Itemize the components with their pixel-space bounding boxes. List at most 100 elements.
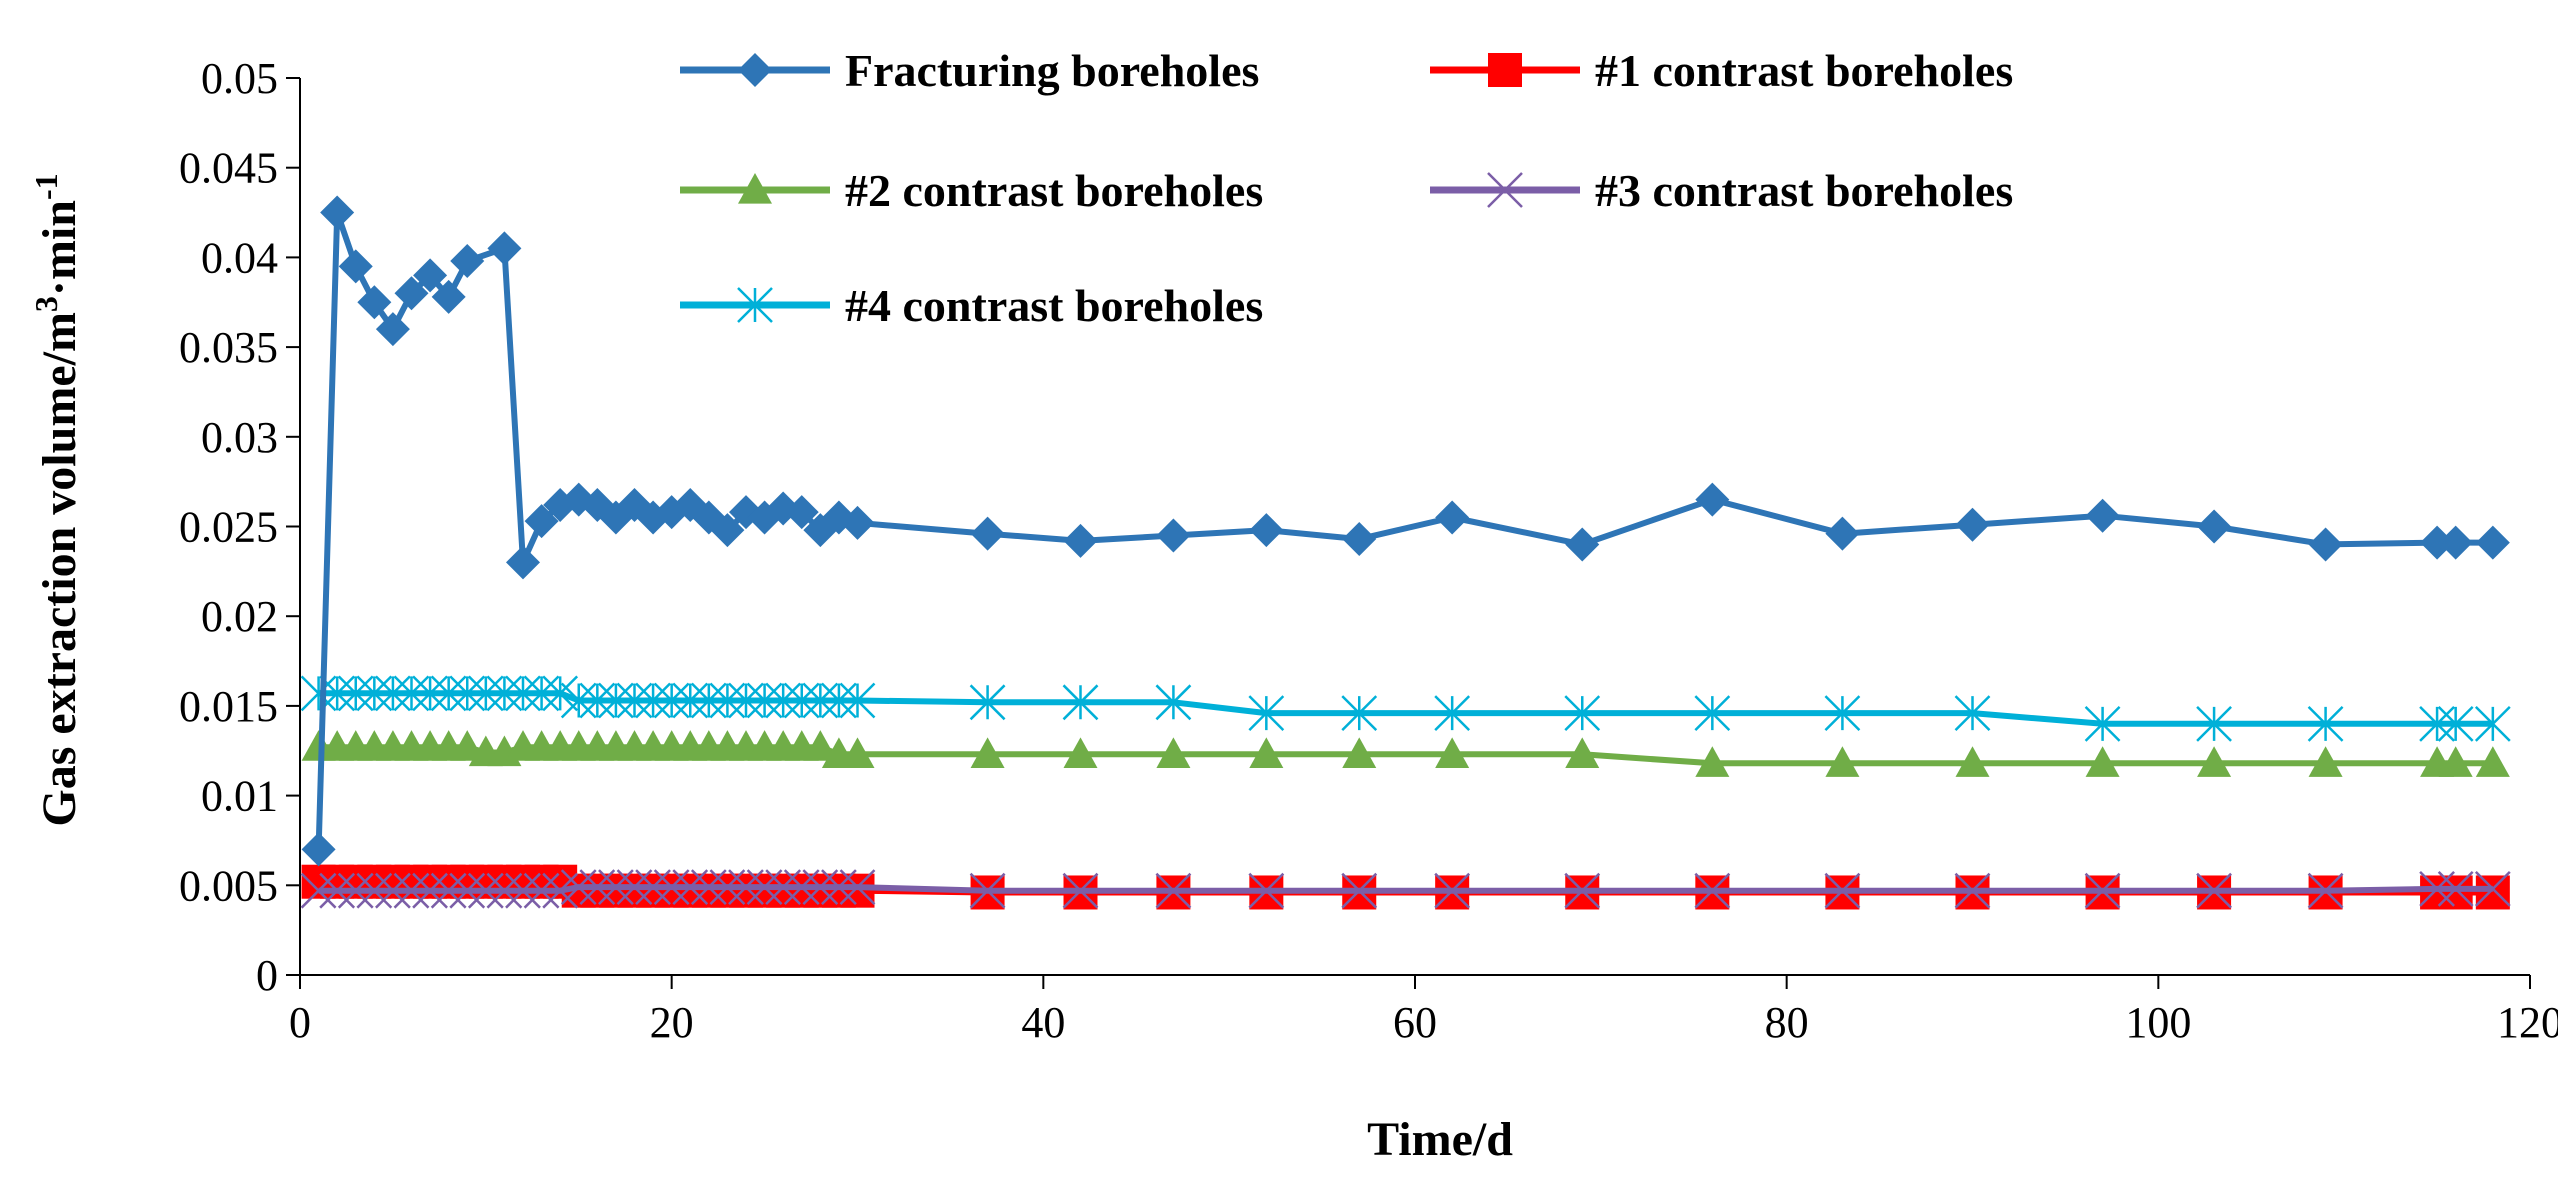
legend-label: #3 contrast boreholes: [1595, 165, 2013, 216]
data-point: [430, 872, 467, 909]
data-point: [1695, 482, 1730, 517]
y-tick-label: 0.045: [179, 144, 278, 193]
data-point: [1564, 872, 1601, 909]
x-axis-title: Time/d: [1367, 1113, 1513, 1166]
data-point: [300, 675, 337, 712]
y-tick-label: 0: [256, 951, 278, 1000]
data-point: [1564, 695, 1601, 731]
data-point: [2085, 498, 2120, 533]
data-point: [1434, 872, 1471, 909]
data-point: [560, 869, 597, 905]
y-axis-title-sup-1: 3: [28, 296, 64, 312]
y-tick-label: 0.05: [201, 54, 278, 103]
data-point: [1954, 695, 1991, 731]
data-point: [1341, 872, 1378, 909]
data-point: [1824, 872, 1861, 909]
data-point: [783, 869, 820, 905]
data-point: [1954, 872, 1991, 909]
x-tick-label: 120: [2497, 998, 2558, 1047]
data-point: [709, 869, 746, 905]
data-point: [2437, 705, 2474, 742]
data-point: [449, 872, 486, 909]
data-point: [506, 545, 540, 580]
data-point: [450, 730, 485, 761]
data-point: [1249, 737, 1284, 768]
data-point: [430, 675, 467, 712]
data-point: [2420, 525, 2455, 560]
data-point: [1824, 695, 1861, 731]
data-point: [1156, 737, 1191, 768]
legend-marker: [738, 173, 772, 204]
legend-marker: [738, 53, 772, 87]
legend-marker: [1487, 172, 1523, 208]
data-point: [690, 869, 727, 905]
y-axis-title-mid: ·min: [33, 200, 86, 296]
x-tick-label: 0: [289, 998, 311, 1047]
y-axis-title: Gas extraction volume/m3·min-1: [28, 173, 86, 826]
data-point: [840, 505, 875, 540]
data-point: [2084, 705, 2121, 742]
data-point: [486, 872, 523, 909]
data-point: [616, 869, 653, 905]
legend-label: #4 contrast boreholes: [845, 280, 1263, 331]
data-point: [802, 869, 839, 905]
x-tick-label: 100: [2125, 998, 2191, 1047]
data-point: [1063, 737, 1098, 768]
y-axis-title-sup-2: -1: [28, 173, 64, 200]
data-point: [2084, 872, 2121, 909]
y-tick-label: 0.01: [201, 772, 278, 821]
data-point: [2419, 871, 2455, 907]
legend-marker: [1488, 53, 1522, 87]
data-point: [320, 195, 355, 230]
data-point: [969, 872, 1006, 909]
data-point: [2085, 746, 2120, 777]
legend-item: #3 contrast boreholes: [1430, 165, 2013, 216]
data-point: [1341, 695, 1378, 731]
data-point: [393, 675, 430, 712]
data-point: [2196, 872, 2232, 909]
data-point: [653, 682, 690, 719]
y-axis-title-main: Gas extraction volume/m: [33, 312, 86, 827]
data-point: [337, 675, 374, 712]
data-point: [636, 500, 671, 535]
data-point: [431, 279, 466, 314]
data-point: [839, 869, 876, 905]
data-point: [338, 249, 373, 284]
data-point: [672, 682, 709, 719]
data-point: [2419, 705, 2455, 742]
data-point: [2438, 746, 2473, 777]
data-point: [579, 682, 616, 719]
data-point: [1249, 513, 1284, 548]
data-point: [467, 872, 504, 909]
data-point: [524, 504, 559, 539]
data-point: [839, 682, 876, 719]
legend-marker: [737, 287, 773, 323]
data-point: [1695, 746, 1730, 777]
x-tick-label: 80: [1765, 998, 1809, 1047]
data-point: [747, 500, 782, 535]
data-point: [672, 869, 709, 905]
legend-item: #4 contrast boreholes: [680, 280, 1263, 331]
data-point: [653, 869, 690, 905]
y-tick-label: 0.035: [179, 323, 278, 372]
y-tick-label: 0.02: [201, 592, 278, 641]
data-point: [821, 682, 857, 719]
y-axis-ticks: 0 0.005 0.01 0.015 0.02 0.025 0.03 0.035 0.04 0.0…: [179, 54, 300, 1000]
data-point: [2308, 527, 2343, 562]
series-layer: [300, 195, 2511, 910]
data-point: [542, 675, 579, 712]
data-point: [356, 675, 393, 712]
data-point: [337, 872, 374, 909]
data-point: [394, 276, 429, 311]
series-line: [318, 884, 2493, 894]
data-point: [1156, 518, 1191, 553]
data-point: [2474, 705, 2511, 742]
data-point: [375, 872, 411, 909]
data-point: [1435, 500, 1470, 535]
data-point: [2307, 872, 2344, 909]
x-axis-ticks: 0 20 40 60 80 100 120: [289, 975, 2558, 1047]
data-point: [412, 675, 448, 712]
legend-item: Fracturing boreholes: [680, 45, 1259, 96]
